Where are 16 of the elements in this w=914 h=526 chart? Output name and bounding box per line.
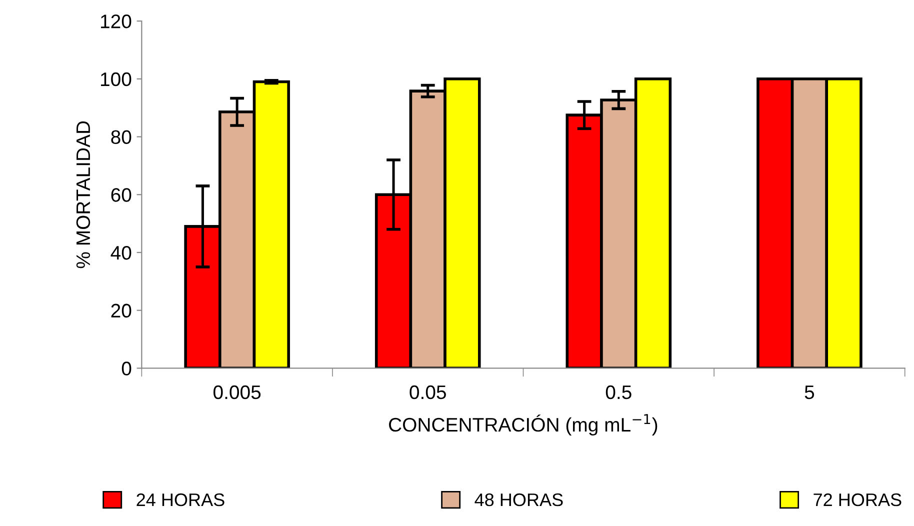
legend-label: 72 HORAS	[814, 493, 902, 506]
y-tick-label: 40	[110, 246, 132, 260]
legend-label: 24 HORAS	[136, 493, 224, 506]
x-tick-label: 0.5	[606, 385, 632, 400]
x-axis-title: CONCENTRACIÓN (mg mL$^{−1}$)	[389, 414, 658, 436]
y-tick-label: 100	[100, 72, 132, 86]
y-tick-label: 20	[111, 304, 132, 318]
y-tick-label: 0	[122, 362, 132, 376]
x-tick-label: 0.05	[410, 385, 446, 400]
y-tick-label: 120	[100, 14, 132, 28]
y-tick-label: 60	[111, 188, 132, 202]
y-axis-title: % MORTALIDAD	[76, 121, 90, 268]
legend-label: 48 HORAS	[474, 493, 563, 506]
x-tick-label: 5	[804, 386, 814, 400]
y-tick-label: 80	[111, 130, 132, 144]
x-tick-label: 0.005	[214, 385, 261, 400]
